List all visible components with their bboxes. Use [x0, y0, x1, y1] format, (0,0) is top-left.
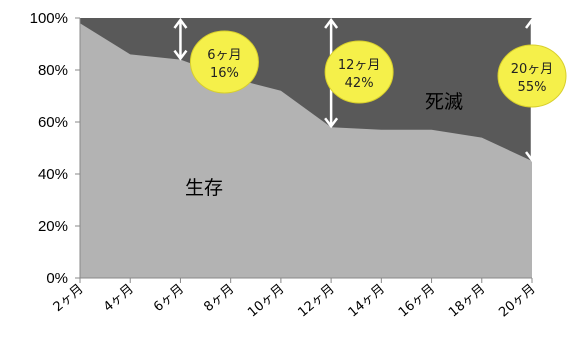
callout-arrowhead-up: [525, 17, 539, 29]
x-tick-label: 8ヶ月: [201, 282, 237, 316]
y-tick-label: 80%: [38, 62, 68, 79]
y-tick-label: 40%: [38, 166, 68, 183]
callout-oval: [189, 30, 259, 94]
x-tick-label: 4ヶ月: [101, 282, 137, 316]
x-tick-label: 18ヶ月: [446, 282, 488, 321]
callout-period: 6ヶ月: [207, 48, 241, 63]
callout-percent: 42%: [345, 76, 374, 91]
x-tick-label: 12ヶ月: [295, 282, 337, 321]
callout-arrowhead-down: [324, 117, 339, 129]
x-tick-label: 16ヶ月: [396, 282, 438, 321]
callout-period: 12ヶ月: [338, 58, 381, 73]
callout-oval: [497, 44, 567, 108]
x-tick-label: 14ヶ月: [346, 282, 388, 321]
x-tick-label: 10ヶ月: [245, 282, 287, 321]
callout-arrowhead-up: [324, 17, 339, 29]
callout-arrowhead-up: [173, 17, 188, 29]
callout-oval: [324, 40, 394, 104]
survival-area: [80, 23, 532, 279]
callout-period: 20ヶ月: [511, 62, 554, 77]
y-tick-label: 100%: [30, 10, 68, 27]
callout-arrowhead-down: [173, 49, 188, 61]
callout-percent: 55%: [518, 80, 547, 95]
y-tick-label: 60%: [38, 114, 68, 131]
y-tick-label: 0%: [46, 270, 68, 287]
survival-area-label: 生存: [185, 177, 223, 199]
x-tick-label: 20ヶ月: [496, 282, 538, 321]
x-tick-label: 6ヶ月: [151, 282, 187, 316]
callout-percent: 16%: [210, 66, 239, 81]
y-tick-label: 20%: [38, 218, 68, 235]
callout-arrowhead-down: [525, 151, 539, 163]
death-area-label: 死滅: [425, 91, 463, 113]
